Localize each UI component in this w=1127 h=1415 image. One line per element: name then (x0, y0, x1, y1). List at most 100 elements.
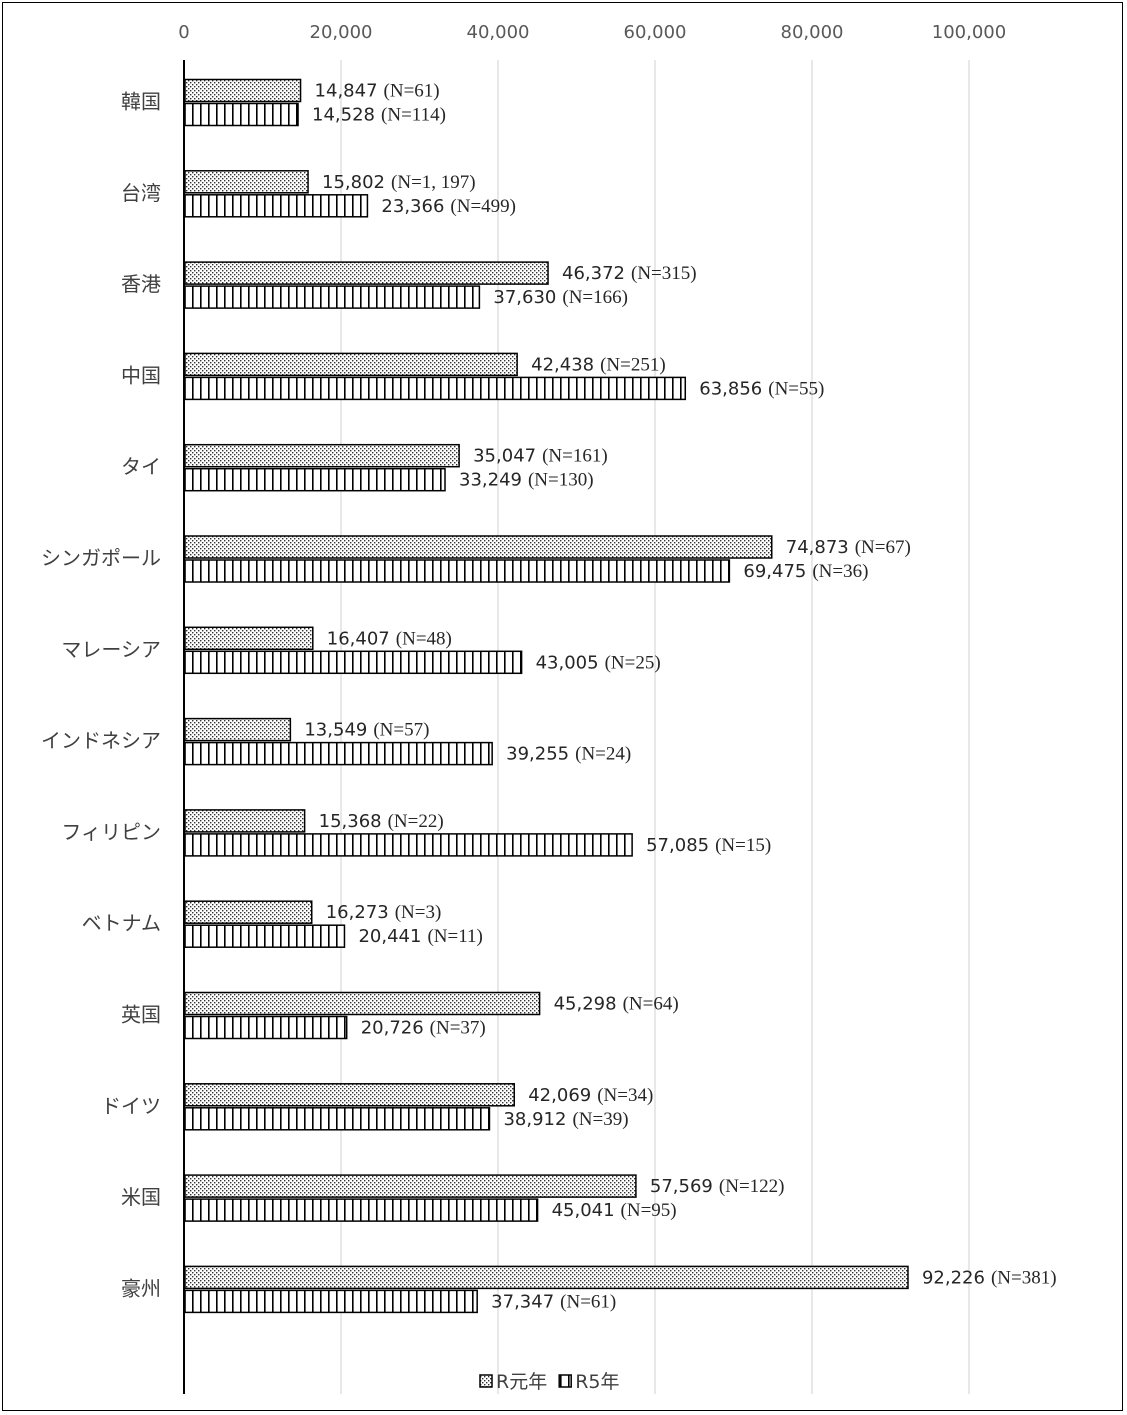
bar-r-gannen (184, 626, 314, 651)
value-label: 43,005 (536, 652, 599, 673)
x-tick-label: 60,000 (624, 22, 687, 43)
category-label: タイ (121, 455, 161, 479)
x-tick-label: 40,000 (467, 22, 530, 43)
value-label: 35,047 (473, 446, 536, 467)
category-label: 英国 (121, 1003, 161, 1027)
sample-size-label: (N=22) (388, 811, 444, 832)
sample-size-label: (N=315) (631, 263, 697, 284)
bar-r-gannen (184, 261, 549, 285)
sample-size-label: (N=37) (430, 1018, 486, 1039)
sample-size-label: (N=161) (542, 446, 608, 467)
category-label: 台湾 (121, 181, 161, 205)
sample-size-label: (N=24) (575, 744, 631, 765)
category-label: インドネシア (41, 729, 161, 753)
value-label: 13,549 (304, 720, 367, 741)
bar-r-gannen (184, 1265, 909, 1290)
sample-size-label: (N=130) (528, 470, 594, 491)
value-label: 16,407 (327, 628, 390, 649)
bar-r-gannen (184, 1083, 515, 1107)
sample-size-label: (N=25) (605, 652, 661, 673)
x-tick-label: 80,000 (781, 22, 844, 43)
sample-size-label: (N=1, 197) (391, 172, 476, 193)
category-label: 豪州 (121, 1276, 161, 1300)
category-label: ベトナム (82, 911, 161, 935)
legend-swatch-r5 (558, 1374, 572, 1388)
category-label: シンガポール (41, 546, 161, 570)
bar-r5 (184, 1198, 539, 1222)
x-tick-label: 0 (178, 22, 189, 43)
sample-size-label: (N=122) (719, 1176, 785, 1197)
value-label: 33,249 (459, 470, 522, 491)
bar-r-gannen (184, 535, 773, 559)
value-label: 15,802 (322, 172, 385, 193)
category-label: 中国 (121, 363, 161, 387)
bar-r-gannen (184, 170, 309, 194)
sample-size-label: (N=11) (427, 926, 482, 947)
value-label: 38,912 (503, 1109, 566, 1130)
sample-size-label: (N=48) (396, 628, 452, 649)
bar-r-gannen (184, 991, 541, 1016)
sample-size-label: (N=39) (572, 1109, 628, 1130)
sample-size-label: (N=499) (450, 196, 516, 217)
value-label: 74,873 (786, 537, 849, 558)
sample-size-label: (N=61) (384, 81, 440, 102)
sample-size-label: (N=61) (560, 1291, 616, 1312)
bar-r5 (184, 650, 523, 675)
bar-r-gannen (184, 900, 313, 924)
sample-size-label: (N=381) (991, 1267, 1057, 1288)
value-label: 63,856 (699, 378, 762, 399)
legend-swatch-r-gannen (479, 1374, 493, 1388)
value-label: 69,475 (743, 561, 806, 582)
legend-label-r5: R5年 (575, 1371, 619, 1393)
bar-r-gannen (184, 78, 302, 103)
bar-r5 (184, 833, 633, 857)
sample-size-label: (N=166) (562, 287, 628, 308)
sample-size-label: (N=114) (381, 105, 446, 126)
bar-r5 (184, 1015, 348, 1040)
bar-r-gannen (184, 809, 306, 833)
category-label: フィリピン (61, 820, 161, 844)
value-label: 92,226 (922, 1267, 985, 1288)
bar-r5 (184, 194, 369, 218)
x-tick-label: 20,000 (310, 22, 373, 43)
category-label: 香港 (121, 272, 161, 296)
value-label: 23,366 (381, 196, 444, 217)
sample-size-label: (N=36) (812, 561, 868, 582)
bar-r5 (184, 559, 731, 583)
value-label: 20,726 (361, 1018, 424, 1039)
value-label: 14,847 (315, 81, 378, 102)
sample-size-label: (N=57) (373, 720, 429, 741)
value-label: 14,528 (312, 105, 375, 126)
value-label: 16,273 (326, 902, 389, 923)
bar-r-gannen (184, 352, 518, 377)
legend-label-r-gannen: R元年 (496, 1371, 547, 1393)
sample-size-label: (N=95) (621, 1200, 677, 1221)
sample-size-label: (N=3) (395, 902, 442, 923)
bar-r5 (184, 467, 446, 492)
sample-size-label: (N=67) (855, 537, 911, 558)
value-label: 37,347 (491, 1291, 554, 1312)
value-label: 45,041 (552, 1200, 615, 1221)
category-label: ドイツ (101, 1094, 161, 1118)
sample-size-label: (N=64) (623, 994, 679, 1015)
x-tick-label: 100,000 (932, 22, 1006, 43)
bar-r5 (184, 741, 493, 766)
value-label: 39,255 (506, 744, 569, 765)
bar-r5 (184, 1289, 478, 1314)
sample-size-label: (N=15) (715, 835, 771, 856)
value-label: 57,085 (646, 835, 709, 856)
bar-r5 (184, 285, 481, 309)
sample-size-label: (N=251) (600, 354, 666, 375)
value-label: 45,298 (554, 994, 617, 1015)
bar-r-gannen (184, 717, 292, 742)
bar-r-gannen (184, 443, 460, 468)
value-label: 37,630 (493, 287, 556, 308)
value-label: 57,569 (650, 1176, 713, 1197)
legend: R元年 R5年 (479, 1371, 620, 1393)
value-label: 42,069 (528, 1085, 591, 1106)
sample-size-label: (N=55) (768, 378, 824, 399)
category-label: 韓国 (121, 90, 161, 114)
bar-r5 (184, 924, 346, 948)
